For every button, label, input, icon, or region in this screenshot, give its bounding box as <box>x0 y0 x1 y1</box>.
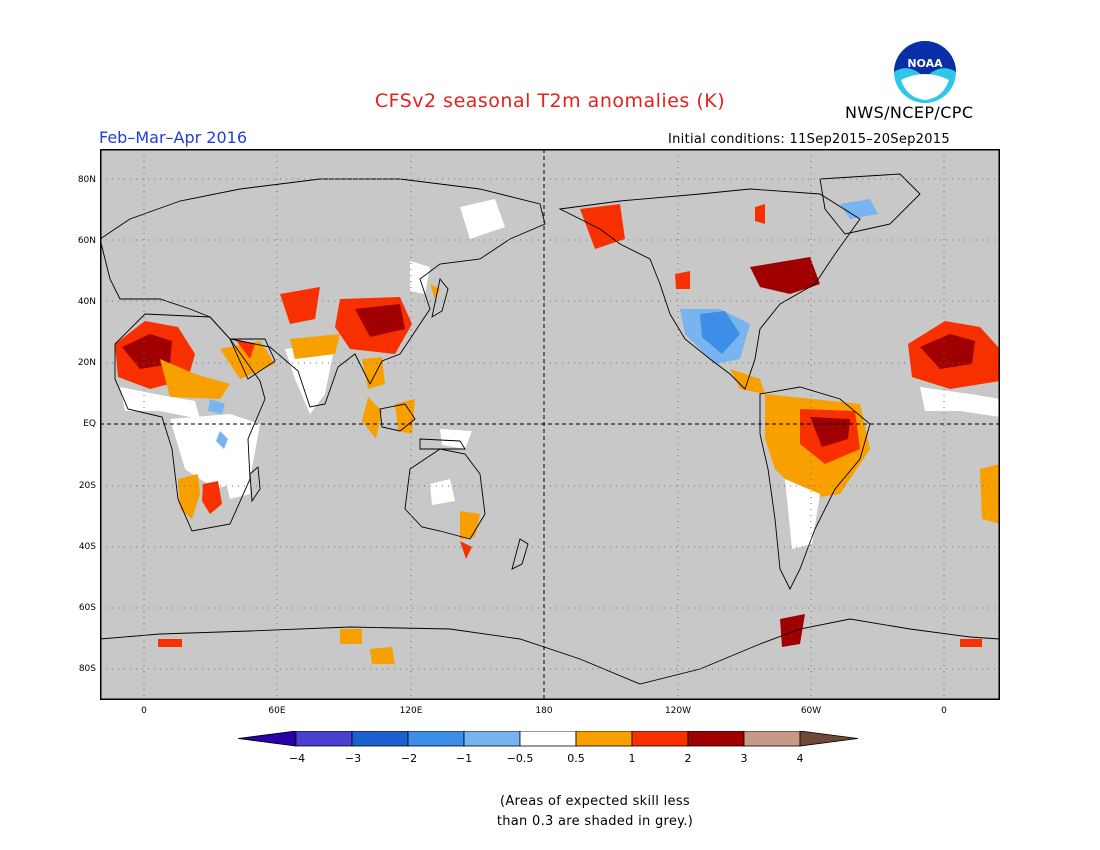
skill-note: (Areas of expected skill less than 0.3 a… <box>455 792 735 832</box>
colorbar-label: 4 <box>796 752 804 765</box>
coastlines <box>100 173 1000 685</box>
anomaly-patches <box>115 199 1000 664</box>
colorbar-label: −2 <box>400 752 418 765</box>
colorbar-cell <box>519 731 577 747</box>
colorbar-arrow-high <box>799 731 859 747</box>
noaa-logo: NOAA <box>893 40 957 104</box>
lat-label-eq: EQ <box>83 419 96 429</box>
map-frame <box>100 149 1000 700</box>
colorbar-label: −1 <box>455 752 473 765</box>
initial-conditions: Initial conditions: 11Sep2015–20Sep2015 <box>668 132 950 147</box>
colorbar-cell <box>351 731 409 747</box>
colorbar-label: 2 <box>684 752 692 765</box>
colorbar-cell <box>687 731 745 747</box>
lat-label-20n: 20N <box>77 358 96 368</box>
grid-lines <box>100 149 1000 700</box>
lon-label-0: 0 <box>141 706 147 716</box>
colorbar <box>238 731 859 747</box>
lon-label-60w: 60W <box>800 706 822 716</box>
skill-note-line-1: (Areas of expected skill less <box>499 794 691 809</box>
colorbar-label: −3 <box>344 752 362 765</box>
colorbar-label: −4 <box>288 752 306 765</box>
skill-note-line-2: than 0.3 are shaded in grey.) <box>496 814 694 829</box>
lon-label-180: 180 <box>535 706 553 716</box>
colorbar-cell <box>743 731 801 747</box>
lat-label-60s: 60S <box>78 603 96 613</box>
lat-label-80s: 80S <box>78 664 96 674</box>
colorbar-label: −0.5 <box>506 752 534 765</box>
lat-label-40n: 40N <box>77 297 96 307</box>
colorbar-label: 1 <box>628 752 636 765</box>
lat-label-60n: 60N <box>77 236 96 246</box>
colorbar-cell <box>463 731 521 747</box>
lon-label-120w: 120W <box>664 706 692 716</box>
colorbar-cell <box>407 731 465 747</box>
colorbar-label: 3 <box>740 752 748 765</box>
forecast-period: Feb–Mar–Apr 2016 <box>99 128 247 147</box>
lon-label-60e: 60E <box>268 706 286 716</box>
lon-label-120e: 120E <box>399 706 423 716</box>
logo-text: NOAA <box>907 57 943 70</box>
agency-label: NWS/NCEP/CPC <box>845 103 974 122</box>
lat-label-20s: 20S <box>78 481 96 491</box>
colorbar-label: 0.5 <box>567 752 585 765</box>
colorbar-arrow-low <box>238 731 297 747</box>
colorbar-cell <box>575 731 633 747</box>
lat-label-80n: 80N <box>77 175 96 185</box>
colorbar-cell <box>295 731 353 747</box>
chart-title: CFSv2 seasonal T2m anomalies (K) <box>374 90 726 112</box>
colorbar-cell <box>631 731 689 747</box>
lat-label-40s: 40S <box>78 542 96 552</box>
lon-label-0-right: 0 <box>941 706 947 716</box>
anomaly-map <box>100 149 1000 700</box>
